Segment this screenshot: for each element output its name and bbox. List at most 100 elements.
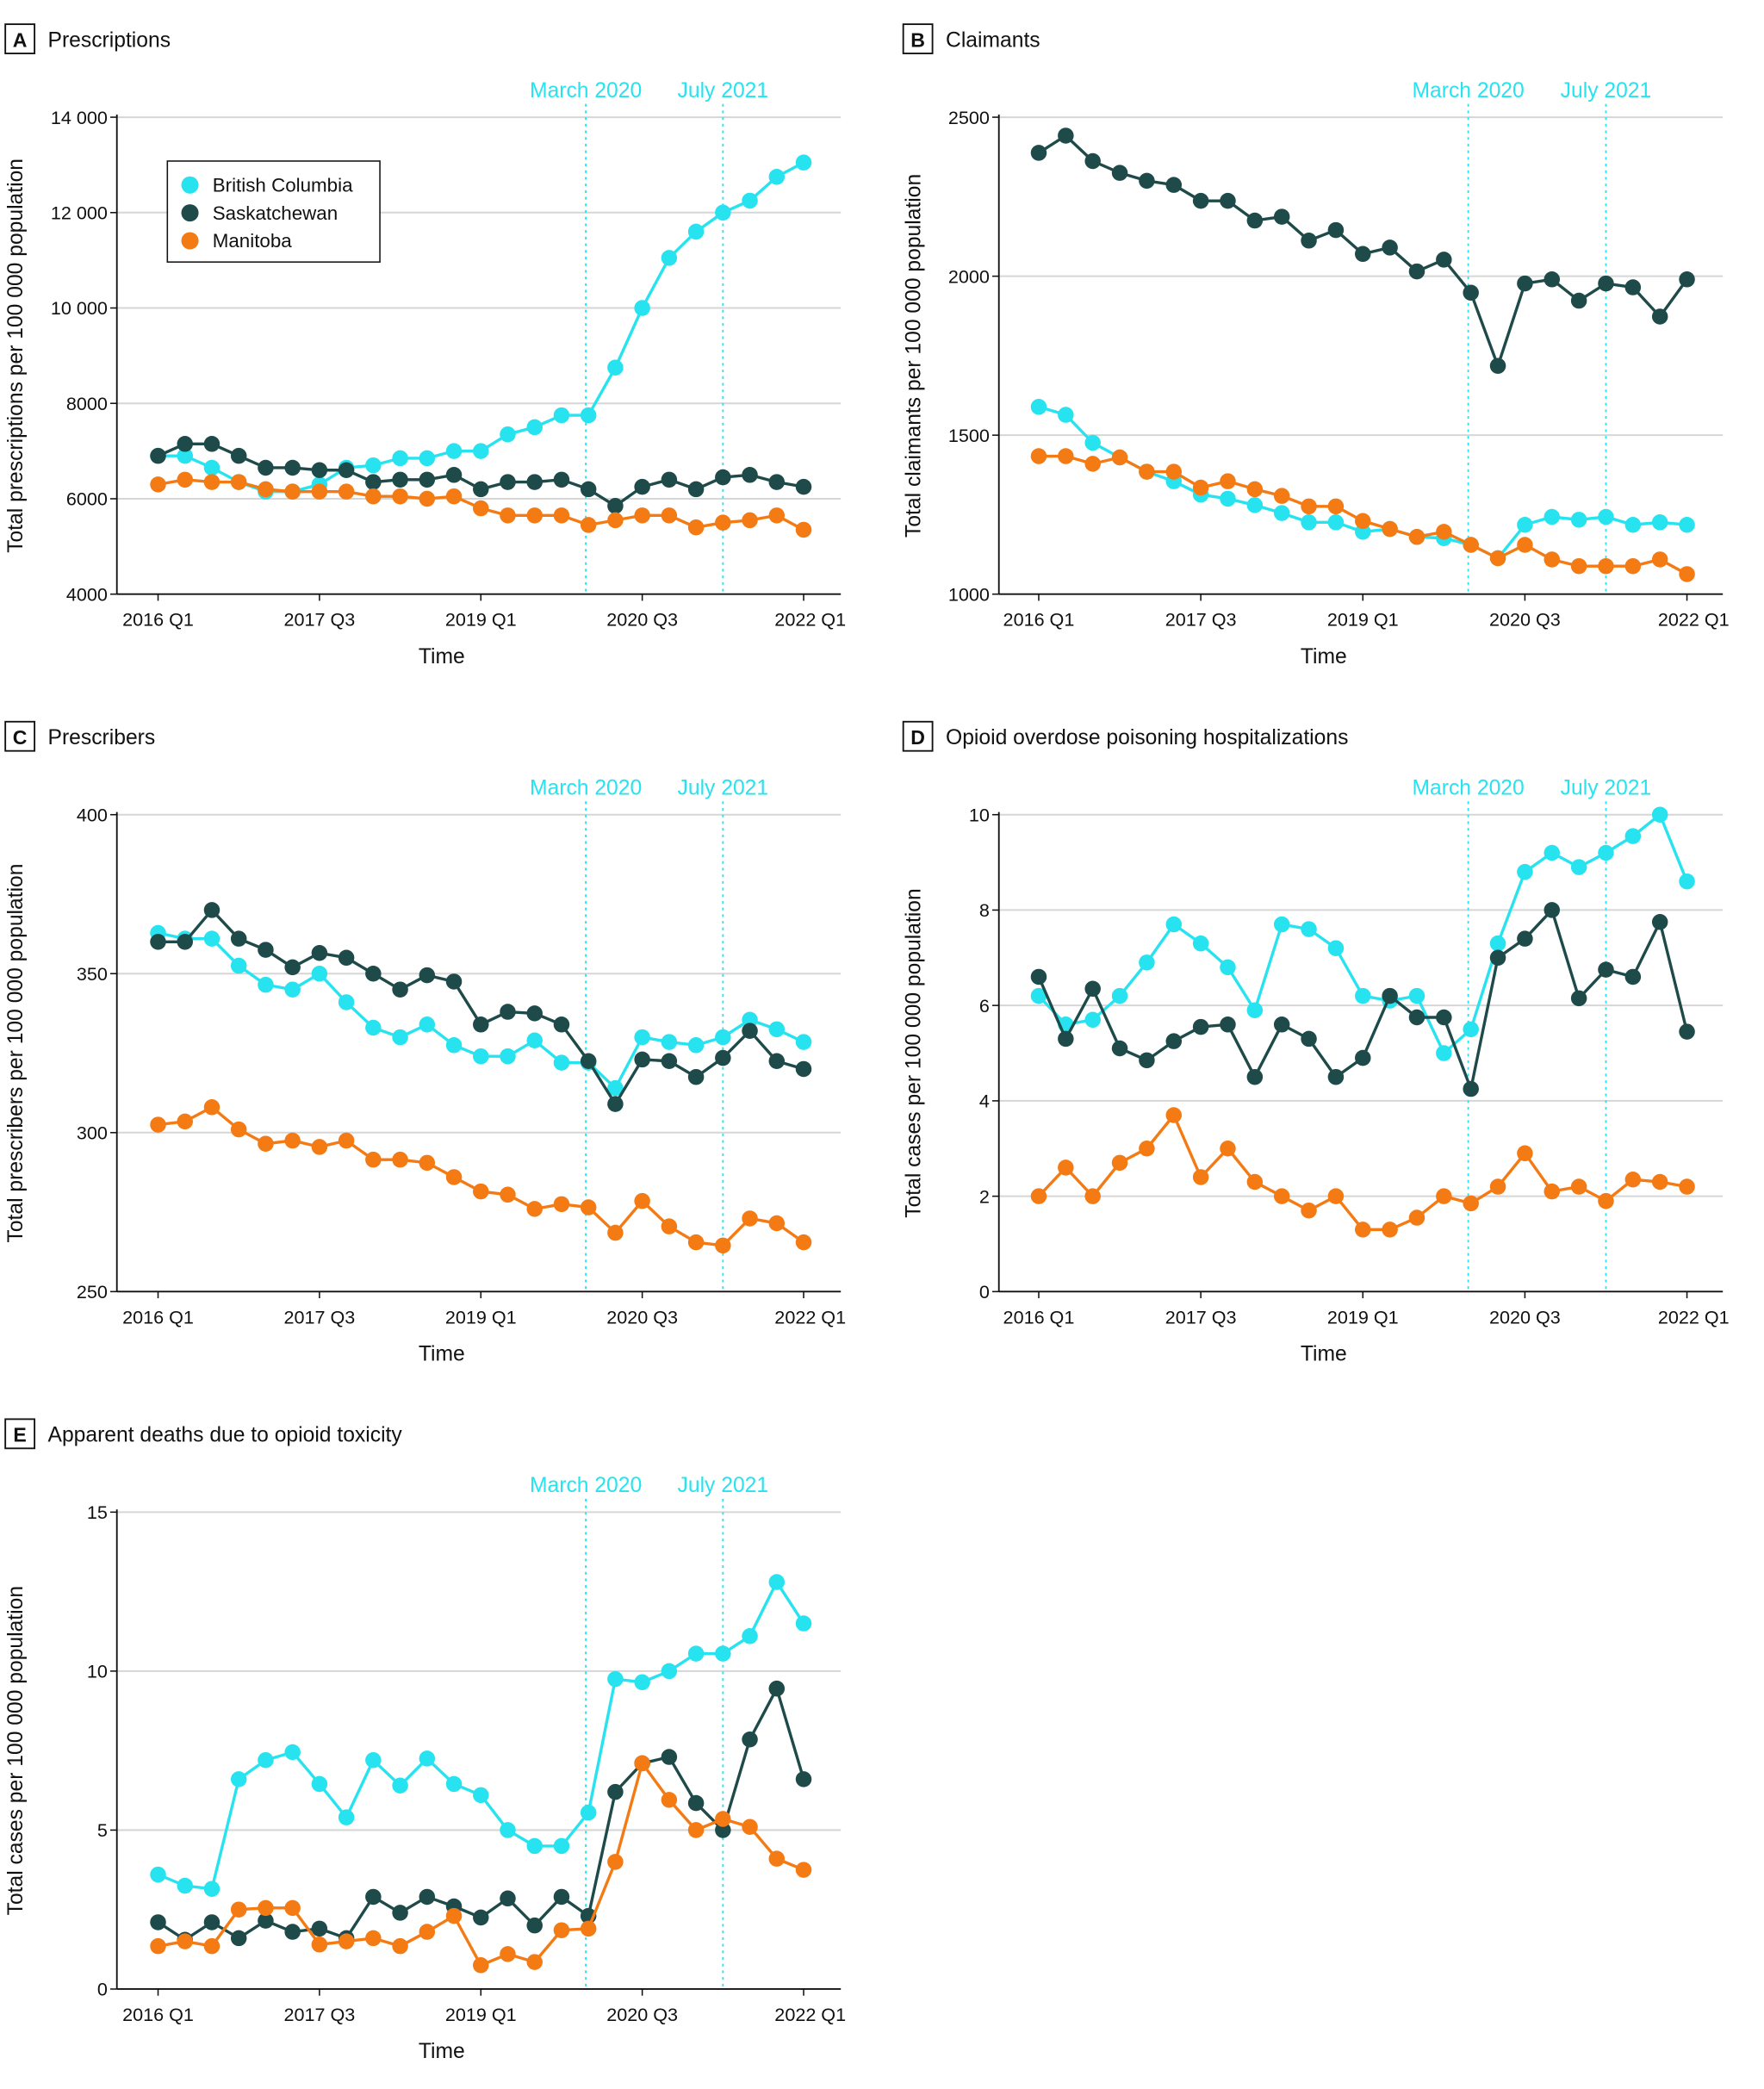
data-point (1220, 192, 1236, 209)
panel-letter: E (13, 1424, 26, 1446)
data-point (580, 517, 597, 533)
panel-b: B Claimants 1000 1500 2000 2500 2016 Q1 2017 Q3… (902, 23, 1730, 668)
data-point (284, 1132, 301, 1149)
data-point (1327, 498, 1345, 515)
data-point (1463, 1080, 1479, 1097)
data-point (1084, 980, 1101, 998)
data-point (687, 1068, 705, 1085)
data-point (203, 474, 220, 490)
y-tick-label: 250 (77, 1281, 108, 1303)
data-point (1570, 292, 1587, 309)
data-point (1408, 263, 1425, 280)
x-tick-label: 2019 Q1 (445, 2004, 517, 2025)
data-point (284, 1899, 301, 1917)
data-point (526, 1201, 543, 1217)
x-axis-label: Time (419, 2040, 465, 2063)
data-point (1489, 550, 1506, 567)
data-point (392, 488, 408, 505)
data-point (661, 507, 678, 524)
data-point (203, 1099, 220, 1116)
x-tick-label: 2017 Q3 (1165, 1306, 1237, 1327)
data-point (1679, 516, 1695, 533)
data-point (1273, 208, 1290, 225)
data-point (768, 1215, 786, 1232)
data-point (1165, 1107, 1183, 1123)
data-point (1463, 537, 1479, 553)
data-point (1408, 987, 1425, 1004)
data-point (1355, 246, 1371, 263)
data-point (1030, 399, 1047, 415)
data-point (500, 1004, 516, 1020)
data-point (284, 959, 301, 976)
data-point (230, 930, 247, 947)
data-point (1382, 520, 1398, 538)
data-point (1165, 177, 1183, 193)
data-point (258, 1912, 274, 1929)
data-point (742, 1731, 758, 1748)
data-point (1111, 1154, 1128, 1172)
data-point (1030, 448, 1047, 464)
x-tick-label: 2020 Q3 (606, 2004, 678, 2025)
data-point (1517, 930, 1533, 947)
data-point (634, 1029, 650, 1046)
data-point (634, 507, 650, 524)
data-point (687, 1234, 705, 1251)
data-point (1220, 959, 1236, 976)
data-point (473, 443, 489, 459)
data-point (742, 467, 758, 483)
panel-title: Prescriptions (48, 28, 171, 52)
data-point (768, 1021, 786, 1038)
data-point (177, 471, 193, 488)
x-tick-label: 2022 Q1 (1658, 609, 1730, 631)
data-point (365, 1751, 382, 1769)
data-point (661, 1218, 678, 1234)
y-tick-label: 1500 (948, 425, 990, 446)
data-point (445, 1037, 463, 1054)
data-point (150, 1116, 166, 1133)
data-point (1624, 279, 1642, 295)
data-point (742, 1628, 758, 1644)
data-point (580, 1053, 597, 1070)
data-point (553, 1017, 570, 1033)
data-point (311, 1937, 328, 1953)
data-point (230, 957, 247, 974)
legend-marker (181, 232, 199, 250)
data-point (230, 1930, 247, 1947)
data-point (1624, 557, 1642, 575)
data-point (311, 965, 328, 982)
data-point (553, 1196, 570, 1213)
data-point (742, 192, 758, 209)
data-point (795, 521, 812, 538)
data-point (1301, 498, 1317, 515)
data-point (311, 1139, 328, 1155)
data-point (715, 1811, 731, 1827)
series-british-columbia (1030, 399, 1695, 567)
data-point (419, 450, 436, 467)
legend-label: Saskatchewan (213, 202, 338, 224)
data-point (1517, 275, 1533, 292)
series-saskatchewan (1030, 902, 1695, 1097)
data-point (150, 447, 166, 464)
data-point (365, 457, 382, 474)
data-point (1408, 1209, 1425, 1226)
data-point (150, 476, 166, 493)
data-point (715, 1822, 731, 1838)
data-point (1517, 1145, 1533, 1162)
data-point (634, 300, 650, 316)
data-point (1517, 863, 1533, 880)
x-tick-label: 2017 Q3 (1165, 609, 1237, 631)
data-point (526, 1837, 543, 1855)
data-point (1246, 1002, 1264, 1018)
data-point (526, 1917, 543, 1934)
data-point (1301, 1202, 1317, 1219)
data-point (1624, 516, 1642, 533)
data-point (177, 934, 193, 950)
panel-letter-box (902, 23, 934, 54)
data-point (203, 459, 220, 476)
data-point (500, 1890, 516, 1907)
y-axis-label: Total cases per 100 000 population (903, 888, 926, 1217)
data-point (1273, 1188, 1290, 1204)
data-point (1220, 1017, 1236, 1033)
data-point (1598, 557, 1614, 575)
